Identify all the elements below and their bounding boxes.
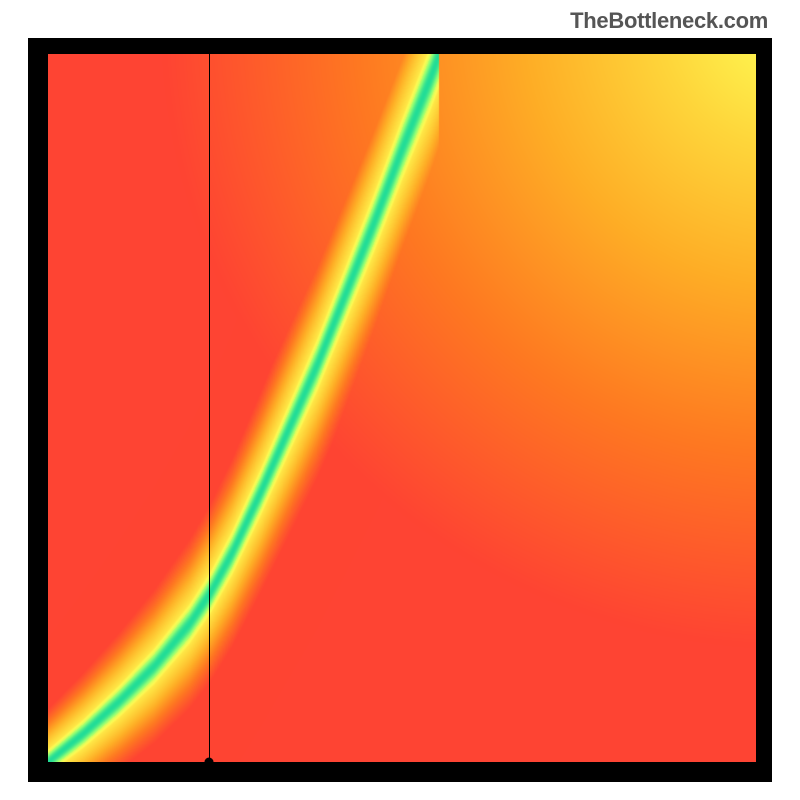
cursor-vertical-line — [209, 54, 210, 762]
heatmap-canvas — [48, 54, 756, 762]
plot-frame — [28, 38, 772, 782]
plot-area — [48, 54, 756, 762]
cursor-dot — [205, 758, 214, 763]
attribution-text: TheBottleneck.com — [570, 8, 768, 34]
